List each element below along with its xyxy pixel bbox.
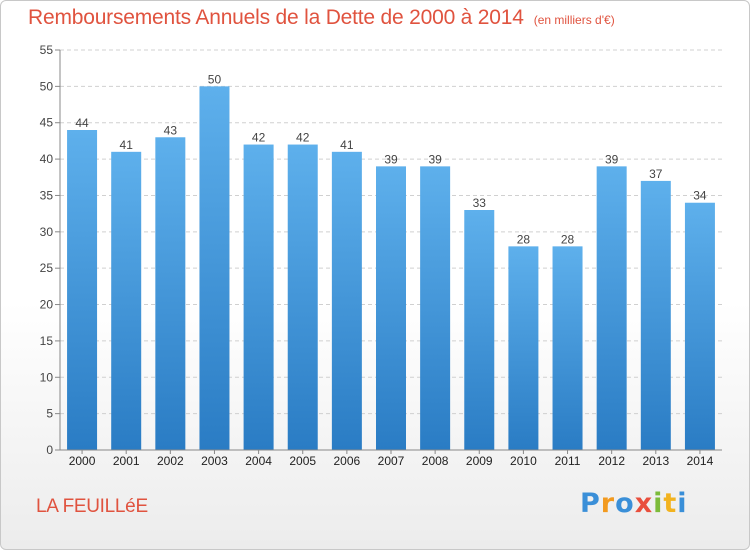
data-label-2014: 34 (693, 189, 707, 203)
data-label-2011: 28 (561, 232, 575, 246)
y-tick-label: 30 (40, 225, 54, 239)
y-tick-label: 5 (46, 407, 53, 421)
y-tick-label: 50 (40, 79, 54, 93)
data-label-2006: 41 (340, 138, 354, 152)
x-tick-label-2011: 2011 (555, 454, 581, 468)
bar-2014 (684, 202, 715, 450)
bar-2010 (508, 246, 539, 450)
x-tick-label-2012: 2012 (598, 454, 625, 468)
y-tick-label: 20 (40, 298, 54, 312)
x-tick-label-2005: 2005 (289, 454, 316, 468)
x-tick-label-2014: 2014 (687, 454, 714, 468)
y-tick-label: 35 (40, 188, 54, 202)
bar-2002 (155, 137, 186, 451)
bar-2009 (464, 210, 495, 450)
bar-chart: 0 5 10 15 20 25 30 35 40 45 50 55 44 2000 41 2001 43 2002… (40, 43, 722, 468)
data-label-2009: 33 (473, 196, 487, 210)
bar-2000 (67, 130, 98, 450)
data-label-2010: 28 (517, 232, 531, 246)
bar-2012 (596, 166, 627, 450)
chart-title: Remboursements Annuels de la Dette de 20… (28, 6, 524, 29)
y-tick-label: 0 (46, 443, 53, 457)
data-label-2004: 42 (252, 131, 266, 145)
data-label-2003: 50 (208, 72, 222, 86)
bars (67, 86, 715, 451)
bar-2008 (420, 166, 451, 450)
bar-2006 (331, 151, 362, 450)
bar-2005 (287, 144, 318, 450)
y-tick-label: 15 (40, 334, 54, 348)
data-label-2000: 44 (75, 116, 89, 130)
bar-2007 (376, 166, 406, 450)
y-tick-label: 25 (40, 261, 54, 275)
x-tick-label-2001: 2001 (113, 454, 140, 468)
chart-unit: (en milliers d'€) (533, 13, 615, 27)
bar-2001 (111, 151, 142, 450)
x-tick-label-2002: 2002 (157, 454, 184, 468)
y-tick-label: 55 (40, 43, 54, 57)
x-tick-label-2008: 2008 (422, 454, 449, 468)
y-tick-label: 10 (40, 370, 54, 384)
bar-2011 (552, 246, 583, 450)
bar-2004 (243, 144, 274, 450)
data-label-2013: 37 (649, 167, 663, 181)
x-tick-label-2010: 2010 (510, 454, 537, 468)
bar-2013 (640, 180, 671, 450)
axes (55, 49, 722, 454)
x-tick-label-2007: 2007 (378, 454, 405, 468)
proxiti-logo: Proxiti (580, 488, 688, 519)
title-row: Remboursements Annuels de la Dette de 20… (28, 6, 615, 30)
x-tick-label-2013: 2013 (642, 454, 669, 468)
x-tick-label-2003: 2003 (201, 454, 228, 468)
data-label-2012: 39 (605, 152, 619, 166)
data-label-2001: 41 (120, 138, 134, 152)
data-label-2002: 43 (164, 123, 178, 137)
data-label-2005: 42 (296, 131, 310, 145)
x-tick-label-2006: 2006 (334, 454, 361, 468)
bar-2003 (199, 86, 230, 450)
x-tick-label-2004: 2004 (245, 454, 272, 468)
x-tick-label-2000: 2000 (69, 454, 96, 468)
y-tick-label: 40 (40, 152, 54, 166)
y-tick-label: 45 (40, 116, 54, 130)
data-label-2007: 39 (384, 152, 398, 166)
data-label-2008: 39 (428, 152, 442, 166)
location-label: LA FEUILLéE (36, 496, 148, 517)
x-tick-label-2009: 2009 (466, 454, 493, 468)
labels: 0 5 10 15 20 25 30 35 40 45 50 55 44 2000 41 2001 43 2002… (40, 43, 714, 468)
